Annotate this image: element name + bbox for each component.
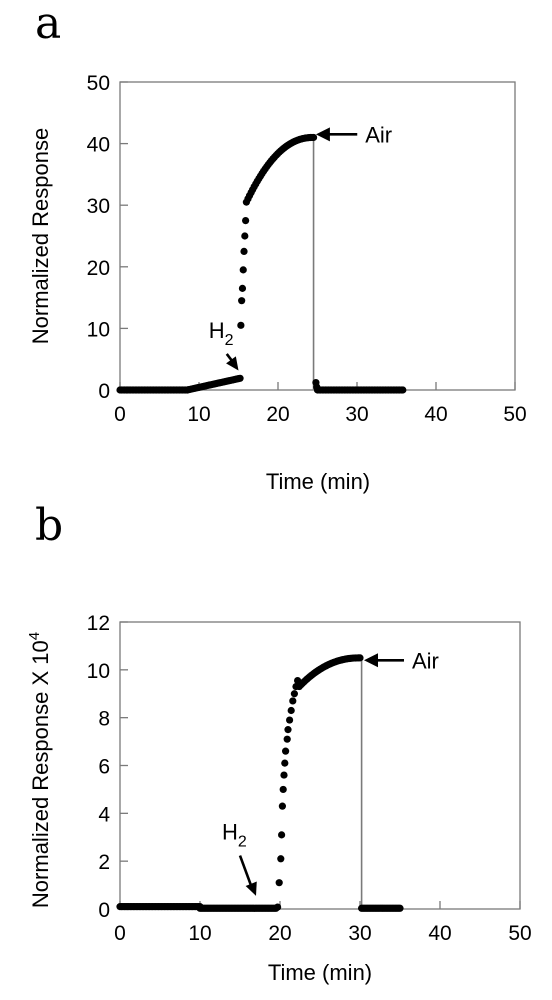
- y-tick-label-a-5: 50: [87, 72, 110, 95]
- y-axis-title-b-main: Normalized Response X 10: [28, 640, 53, 908]
- y-axis-title-b: Normalized Response X 104: [26, 632, 53, 908]
- annotation-h2-a-main: H: [209, 318, 225, 343]
- y-tick-label-b-0: 0: [98, 899, 110, 922]
- y-tick-label-a-0: 0: [98, 380, 110, 403]
- arrow-head: [245, 881, 257, 896]
- data-point: [239, 266, 247, 274]
- annotation-air-a: Air: [365, 122, 392, 147]
- y-tick-label-a-4: 40: [87, 134, 110, 157]
- arrow-head: [364, 653, 378, 668]
- data-point: [313, 383, 321, 391]
- data-point: [240, 247, 248, 255]
- data-point: [274, 903, 282, 911]
- data-point: [283, 735, 291, 743]
- x-tick-label-b-3: 30: [348, 922, 371, 945]
- x-tick-labels-a: 0 10 20 30 40 50: [114, 403, 527, 426]
- y-tick-labels-a: 0 10 20 30 40 50: [87, 72, 110, 403]
- annotation-h2-a: H2: [209, 318, 234, 349]
- x-tick-label-a-1: 10: [187, 403, 210, 426]
- data-point: [275, 879, 283, 887]
- data-point: [294, 676, 302, 685]
- x-tick-label-b-5: 50: [508, 922, 531, 945]
- panel-label-b: b: [35, 500, 63, 551]
- y-tick-label-b-3: 6: [98, 756, 110, 779]
- annotation-h2-b-main: H: [222, 820, 238, 845]
- data-point: [241, 232, 249, 240]
- y-tick-label-a-1: 10: [87, 318, 110, 341]
- data-point: [289, 697, 297, 705]
- axis-ticks-b: [119, 621, 521, 910]
- x-tick-label-b-0: 0: [114, 922, 126, 945]
- x-tick-label-b-4: 40: [428, 922, 451, 945]
- y-tick-label-b-2: 4: [98, 803, 110, 826]
- data-point: [396, 904, 404, 912]
- y-axis-title-b-sup: 4: [26, 632, 43, 640]
- data-point: [282, 747, 290, 755]
- arrow-left-icon: [315, 127, 358, 142]
- y-tick-label-b-1: 2: [98, 851, 110, 874]
- x-tick-label-a-2: 20: [266, 403, 289, 426]
- plot-frame-a: [119, 81, 516, 391]
- x-tick-label-b-2: 20: [268, 922, 291, 945]
- data-point: [292, 682, 300, 691]
- data-point: [279, 785, 287, 794]
- data-points-a: [116, 133, 407, 394]
- data-point: [280, 771, 288, 779]
- y-tick-label-a-3: 30: [87, 195, 110, 218]
- data-point: [356, 654, 364, 662]
- x-tick-label-b-1: 10: [188, 922, 211, 945]
- data-point: [286, 716, 294, 724]
- y-tick-label-a-2: 20: [87, 257, 110, 280]
- data-point: [237, 321, 245, 329]
- arrow-left-icon: [364, 653, 404, 668]
- x-tick-label-a-3: 30: [345, 403, 368, 426]
- data-point: [281, 759, 289, 767]
- chart-panel-b: b 0 10 20 30 40 50 0 2 4 6 8 10 12 Time (min) Norma…: [26, 500, 532, 985]
- x-axis-title-b: Time (min): [268, 960, 372, 985]
- data-points-b: [116, 654, 404, 912]
- data-point: [242, 217, 250, 225]
- annotation-air-b: Air: [412, 648, 439, 673]
- y-tick-labels-b: 0 2 4 6 8 10 12: [87, 612, 111, 922]
- data-point: [238, 297, 246, 305]
- annotation-h2-a-sub: 2: [225, 332, 234, 349]
- panel-label-a: a: [35, 0, 61, 49]
- annotation-h2-b: H2: [222, 820, 247, 851]
- x-tick-label-a-5: 50: [503, 403, 526, 426]
- data-point: [399, 386, 407, 394]
- y-tick-label-b-5: 10: [87, 660, 110, 683]
- y-axis-title-a: Normalized Response: [28, 128, 53, 344]
- x-tick-labels-b: 0 10 20 30 40 50: [114, 922, 532, 945]
- axis-ticks-a: [119, 81, 516, 391]
- y-tick-label-b-4: 8: [98, 708, 110, 731]
- x-tick-label-a-4: 40: [424, 403, 447, 426]
- data-point: [238, 284, 247, 292]
- plot-frame-b: [119, 621, 521, 910]
- data-point: [309, 133, 318, 142]
- data-point: [287, 706, 295, 715]
- data-point: [284, 726, 292, 734]
- y-tick-label-b-6: 12: [87, 612, 110, 635]
- arrow-down-icon: [225, 353, 239, 371]
- data-point: [277, 855, 285, 863]
- data-point: [236, 374, 244, 382]
- arrow-down-icon: [238, 855, 257, 896]
- x-tick-label-a-0: 0: [114, 403, 126, 426]
- annotation-h2-b-sub: 2: [238, 834, 247, 851]
- x-axis-title-a: Time (min): [266, 469, 370, 494]
- arrow-head: [226, 356, 239, 371]
- arrow-head: [315, 127, 330, 142]
- data-point: [278, 802, 286, 810]
- data-point: [290, 690, 298, 698]
- data-point: [278, 831, 286, 839]
- chart-panel-a: a 0 10 20 30 40 50 0 10 20 30 40 50 Time (min) Nor…: [28, 0, 527, 494]
